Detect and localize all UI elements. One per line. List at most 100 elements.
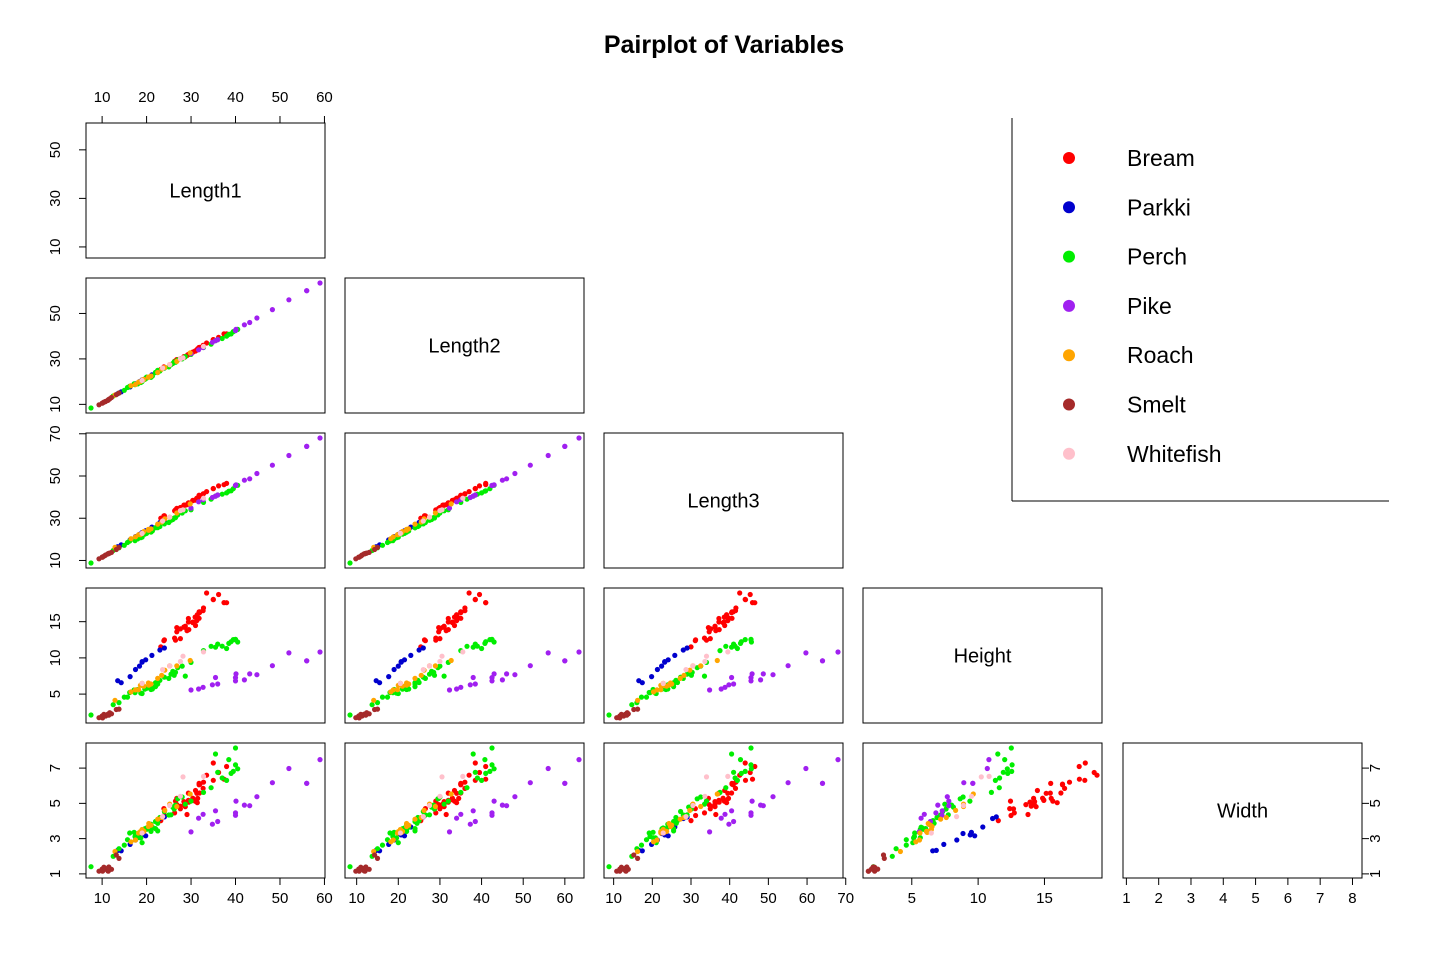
point-perch: [395, 840, 401, 846]
point-perch: [379, 542, 386, 548]
point-perch: [219, 643, 225, 649]
point-parkki: [127, 674, 133, 680]
x-axis-length3: 10 20 30 40 50 60 70: [605, 877, 854, 907]
point-bream: [472, 596, 478, 603]
point-roach: [406, 526, 412, 532]
point-perch: [678, 808, 684, 815]
point-bream: [1048, 780, 1054, 787]
point-whitefish: [690, 802, 696, 809]
point-perch: [431, 515, 437, 521]
point-pike: [576, 649, 582, 655]
point-bream: [1023, 802, 1029, 808]
point-bream: [1066, 779, 1073, 785]
point-perch: [629, 702, 635, 708]
point-perch: [458, 789, 464, 796]
point-perch: [960, 794, 966, 800]
point-roach: [418, 672, 424, 678]
point-pike: [758, 677, 764, 683]
point-bream: [1010, 806, 1017, 812]
point-parkki: [672, 652, 678, 659]
point-perch: [464, 785, 470, 791]
point-bream: [708, 803, 714, 809]
point-perch: [235, 766, 241, 772]
point-parkki: [377, 680, 383, 686]
point-perch: [139, 840, 145, 846]
point-perch: [224, 777, 230, 784]
point-perch: [182, 673, 188, 679]
point-bream: [722, 622, 728, 629]
point-roach: [635, 697, 641, 703]
point-pike: [770, 672, 776, 678]
point-pike: [748, 678, 754, 684]
point-pike: [512, 672, 518, 678]
point-bream: [708, 626, 714, 632]
point-pike: [196, 499, 202, 505]
point-perch: [200, 789, 207, 796]
point-bream: [458, 609, 464, 615]
point-bream: [1076, 763, 1082, 770]
point-roach: [390, 687, 396, 693]
point-pike: [512, 470, 518, 477]
point-bream: [172, 637, 179, 643]
point-roach: [148, 526, 154, 532]
point-smelt: [108, 549, 115, 556]
point-roach: [916, 837, 923, 843]
point-bream: [200, 605, 207, 611]
point-pike: [470, 674, 476, 681]
point-bream: [1091, 769, 1097, 776]
tick-label: 30: [183, 89, 200, 106]
point-parkki: [401, 657, 408, 663]
point-perch: [698, 794, 704, 800]
point-pike: [819, 658, 826, 664]
point-bream: [437, 636, 443, 642]
point-smelt: [108, 711, 115, 717]
point-bream: [1007, 798, 1014, 804]
legend-entry-bream: Bream: [1063, 145, 1195, 171]
tick-label: 20: [644, 890, 661, 907]
panel-height-width: [862, 742, 1103, 879]
point-pike: [749, 798, 755, 804]
legend-label: Perch: [1127, 244, 1187, 270]
point-perch: [731, 769, 737, 775]
point-whitefish: [928, 830, 934, 836]
point-pike: [760, 671, 766, 677]
point-parkki: [143, 833, 149, 839]
panel-length1-length3: [85, 432, 326, 569]
tick-label: 50: [47, 305, 64, 322]
tick-label: 40: [473, 890, 490, 907]
point-pike: [731, 818, 737, 825]
point-perch: [110, 702, 116, 708]
point-perch: [166, 675, 172, 682]
point-pike: [317, 757, 323, 763]
point-parkki: [118, 680, 124, 686]
point-perch: [437, 663, 443, 669]
point-perch: [412, 828, 418, 834]
point-whitefish: [725, 649, 731, 655]
point-roach: [943, 814, 949, 821]
panel-length1-height: [85, 587, 326, 724]
point-roach: [698, 663, 704, 669]
point-roach: [654, 837, 660, 843]
tick-label: 20: [390, 890, 407, 907]
point-parkki: [161, 645, 167, 651]
point-whitefish: [177, 658, 183, 665]
point-whitefish: [439, 507, 445, 513]
point-perch: [235, 639, 241, 645]
panel-length3-height: [603, 587, 844, 724]
point-whitefish: [200, 773, 207, 780]
tick-label: 40: [227, 89, 244, 106]
point-perch: [638, 694, 645, 700]
point-perch: [489, 762, 495, 768]
tick-label: 1: [1122, 890, 1130, 907]
point-perch: [226, 757, 232, 763]
tick-label: 30: [47, 510, 64, 527]
tick-label: 10: [47, 396, 64, 413]
point-bream: [1033, 804, 1039, 810]
tick-label: 50: [272, 89, 289, 106]
point-bream: [483, 763, 489, 770]
point-pike: [215, 337, 221, 343]
point-roach: [897, 848, 904, 855]
point-parkki: [386, 674, 392, 680]
point-whitefish: [420, 518, 426, 524]
legend-marker: [1063, 152, 1075, 164]
